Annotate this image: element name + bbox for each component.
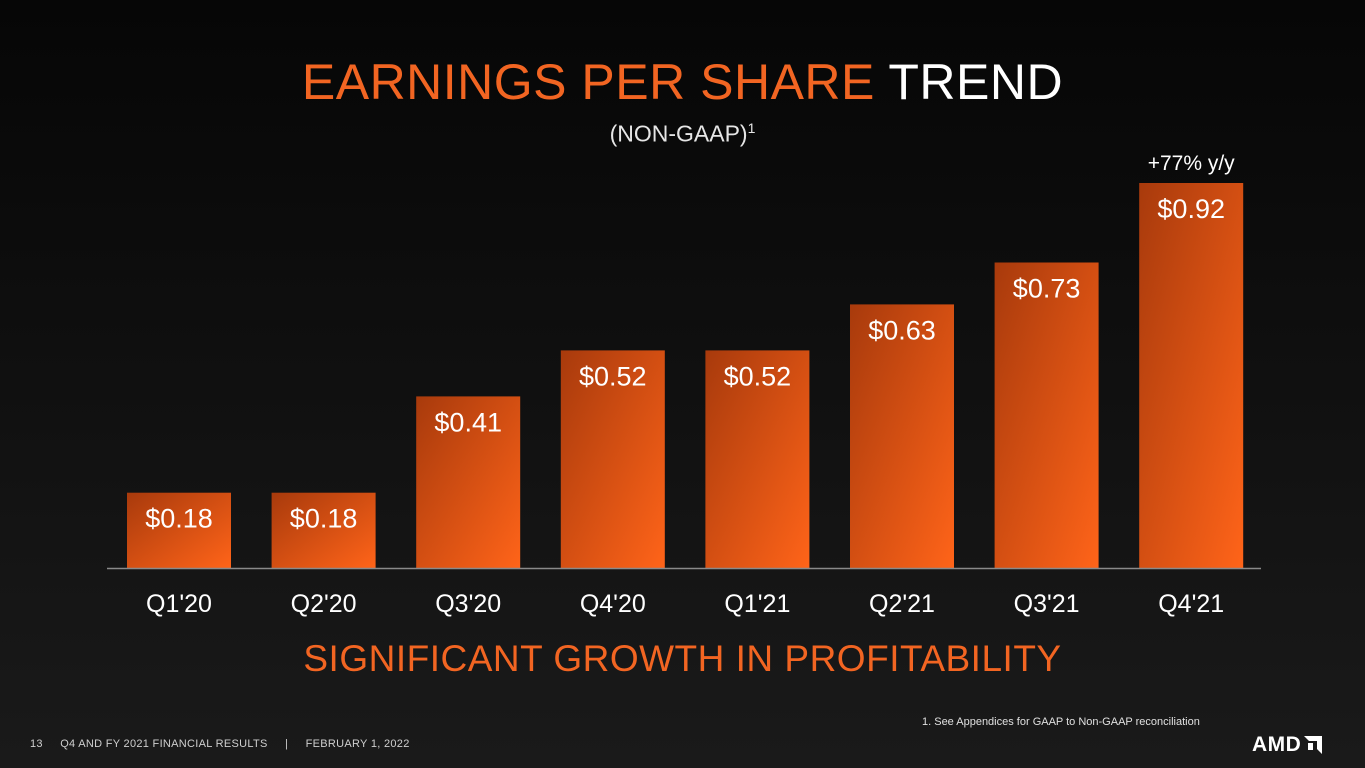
bar-Q1'21 [705, 350, 810, 568]
amd-logo: AMD [1252, 733, 1323, 757]
bar-Q4'20 [560, 350, 665, 568]
report-date: FEBRUARY 1, 2022 [305, 738, 410, 750]
footer: 13 Q4 AND FY 2021 FINANCIAL RESULTS | FE… [30, 738, 424, 750]
data-label: $0.41 [434, 407, 502, 437]
tagline: SIGNIFICANT GROWTH IN PROFITABILITY [303, 638, 1062, 679]
data-label: $0.92 [1157, 194, 1225, 224]
report-name: Q4 AND FY 2021 FINANCIAL RESULTS [60, 738, 268, 750]
x-tick-label: Q1'21 [724, 590, 790, 618]
bar-Q3'21 [994, 262, 1099, 568]
x-tick-label: Q2'21 [869, 590, 935, 618]
data-label: $0.18 [290, 504, 358, 534]
data-label: $0.63 [868, 315, 936, 345]
footnote: 1. See Appendices for GAAP to Non-GAAP r… [922, 716, 1200, 728]
x-tick-label: Q4'21 [1158, 590, 1224, 618]
subtitle-text: (NON-GAAP) [609, 120, 748, 147]
page-title: EARNINGS PER SHARE TREND [0, 52, 1365, 112]
footer-separator: | [285, 738, 289, 750]
x-tick-label: Q2'20 [291, 590, 357, 618]
bar-Q1'20 [127, 492, 231, 568]
logo-text: AMD [1252, 733, 1302, 756]
subtitle-footnote-marker: 1 [747, 120, 756, 136]
x-tick-label: Q3'21 [1014, 590, 1080, 618]
x-tick-label: Q4'20 [580, 590, 646, 618]
bar-Q2'20 [271, 492, 376, 568]
x-tick-label: Q1'20 [146, 590, 212, 618]
title-accent: EARNINGS PER SHARE [301, 54, 875, 110]
x-tick-label: Q3'20 [435, 590, 501, 618]
growth-annotation: +77% y/y [1148, 152, 1235, 175]
data-label: $0.73 [1013, 274, 1081, 304]
amd-arrow-icon [1304, 736, 1323, 754]
page-number: 13 [30, 738, 43, 750]
data-label: $0.18 [145, 504, 213, 534]
bar-Q3'20 [416, 396, 521, 568]
title-plain: TREND [888, 54, 1064, 110]
data-label: $0.52 [724, 361, 792, 391]
bar-Q2'21 [850, 304, 954, 568]
data-label: $0.52 [579, 361, 647, 391]
eps-bar-chart: $0.18 Q1'20 $0.18 Q2'20 $0.41 Q3'20 $0.52 Q4'20… [107, 152, 1261, 618]
bar-Q4'21 [1139, 183, 1244, 568]
page-subtitle: (NON-GAAP)1 [0, 120, 1365, 148]
